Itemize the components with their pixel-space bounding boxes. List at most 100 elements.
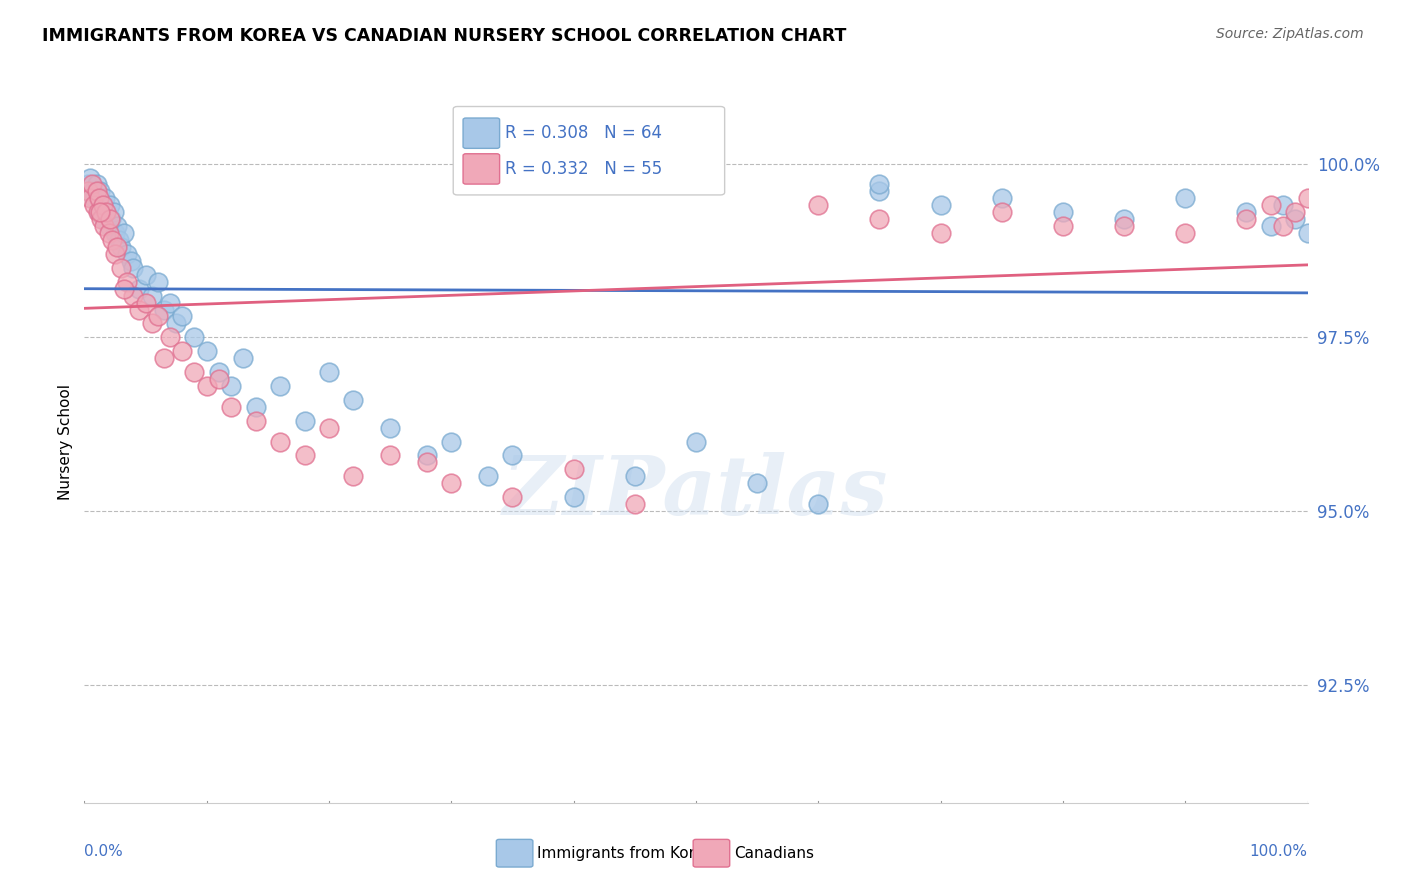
Point: [991, 191, 1014, 205]
Point: [165, 317, 187, 331]
Point: [96, 205, 118, 219]
Point: [380, 420, 402, 434]
Point: [991, 205, 1014, 219]
Point: [1260, 198, 1282, 212]
Point: [122, 260, 145, 275]
Point: [624, 469, 647, 483]
Point: [219, 379, 242, 393]
Point: [1174, 191, 1197, 205]
Point: [94, 191, 117, 205]
Point: [1114, 219, 1136, 234]
Point: [91, 198, 114, 212]
Point: [80, 178, 103, 192]
Text: IMMIGRANTS FROM KOREA VS CANADIAN NURSERY SCHOOL CORRELATION CHART: IMMIGRANTS FROM KOREA VS CANADIAN NURSER…: [42, 27, 846, 45]
Point: [141, 288, 163, 302]
Point: [98, 212, 121, 227]
Point: [219, 400, 242, 414]
Point: [1296, 226, 1319, 240]
Text: 0.0%: 0.0%: [84, 845, 124, 860]
Point: [120, 253, 142, 268]
Point: [93, 219, 115, 234]
Point: [153, 302, 176, 317]
Point: [440, 434, 463, 449]
Point: [153, 351, 176, 366]
Point: [1260, 219, 1282, 234]
Point: [269, 434, 291, 449]
Point: [122, 288, 145, 302]
Point: [502, 449, 524, 463]
Point: [128, 282, 150, 296]
Point: [245, 414, 267, 428]
Point: [97, 226, 120, 240]
Point: [100, 212, 122, 227]
Point: [89, 205, 111, 219]
Text: ZIPatlas: ZIPatlas: [503, 452, 889, 533]
Point: [87, 205, 110, 219]
Point: [77, 178, 100, 192]
Point: [1272, 219, 1295, 234]
Point: [562, 490, 585, 504]
Point: [93, 212, 115, 227]
Point: [1272, 198, 1295, 212]
Point: [77, 185, 100, 199]
Text: R = 0.308   N = 64: R = 0.308 N = 64: [505, 124, 662, 142]
Point: [105, 219, 128, 234]
Point: [807, 497, 830, 511]
Point: [1236, 212, 1258, 227]
Point: [869, 212, 891, 227]
Point: [747, 476, 769, 491]
Point: [807, 198, 830, 212]
Text: Immigrants from Korea: Immigrants from Korea: [537, 846, 714, 861]
Point: [110, 240, 132, 254]
Point: [91, 198, 114, 212]
Point: [318, 420, 340, 434]
Point: [105, 240, 128, 254]
Point: [318, 365, 340, 379]
Point: [110, 260, 132, 275]
Point: [96, 205, 118, 219]
Point: [172, 310, 194, 324]
Point: [87, 191, 110, 205]
Point: [1114, 212, 1136, 227]
Point: [1052, 219, 1074, 234]
Point: [103, 205, 125, 219]
Point: [294, 449, 316, 463]
Point: [208, 365, 231, 379]
Point: [79, 191, 101, 205]
Point: [82, 185, 104, 199]
Point: [112, 282, 135, 296]
Point: [112, 226, 135, 240]
Point: [685, 434, 707, 449]
Point: [416, 449, 439, 463]
Point: [128, 302, 150, 317]
Point: [104, 247, 127, 261]
Point: [183, 365, 205, 379]
Point: [146, 275, 169, 289]
Point: [83, 191, 105, 205]
Point: [135, 295, 157, 310]
Point: [115, 275, 138, 289]
Point: [245, 400, 267, 414]
Point: [159, 295, 181, 310]
Point: [195, 379, 218, 393]
Point: [624, 497, 647, 511]
Y-axis label: Nursery School: Nursery School: [58, 384, 73, 500]
Point: [1236, 205, 1258, 219]
Point: [1284, 212, 1306, 227]
Point: [269, 379, 291, 393]
Point: [380, 449, 402, 463]
Point: [89, 185, 111, 199]
Point: [183, 330, 205, 344]
Point: [342, 392, 364, 407]
Point: [929, 226, 952, 240]
Point: [79, 170, 101, 185]
Point: [146, 310, 169, 324]
Point: [115, 247, 138, 261]
Point: [101, 233, 124, 247]
Point: [562, 462, 585, 476]
Point: [1296, 191, 1319, 205]
Point: [502, 490, 524, 504]
Point: [1052, 205, 1074, 219]
Text: R = 0.332   N = 55: R = 0.332 N = 55: [505, 160, 662, 178]
Point: [98, 198, 121, 212]
